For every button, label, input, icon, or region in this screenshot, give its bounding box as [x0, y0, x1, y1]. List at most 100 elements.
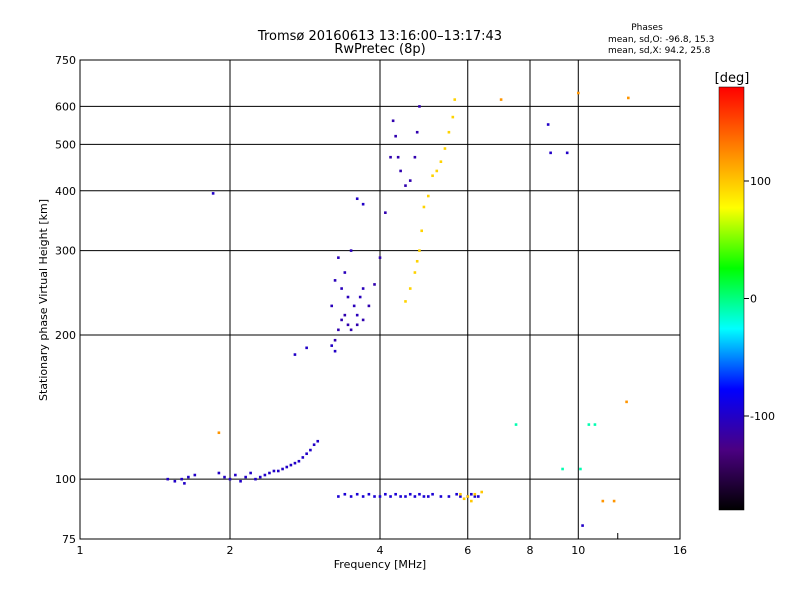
data-point [462, 497, 466, 501]
x-tick-label: 1 [77, 544, 84, 557]
data-point [343, 313, 347, 317]
data-point [361, 287, 365, 290]
data-point [337, 495, 340, 498]
data-point [258, 475, 262, 479]
x-tick-label: 16 [673, 544, 687, 557]
data-point [361, 318, 365, 322]
y-tick-label: 400 [55, 185, 76, 198]
data-point [384, 211, 387, 214]
data-point [330, 304, 334, 308]
data-point [234, 473, 237, 477]
data-point [399, 169, 402, 173]
data-point [480, 490, 484, 494]
data-point [361, 202, 365, 206]
colorbar-tick-label: -100 [750, 410, 775, 423]
data-point [439, 160, 443, 163]
data-point [561, 467, 564, 471]
data-point [466, 495, 470, 498]
data-point [408, 492, 412, 496]
y-tick-label: 75 [62, 533, 76, 546]
data-point [293, 461, 297, 465]
data-point [378, 256, 382, 259]
data-point [268, 471, 271, 475]
data-point [254, 477, 257, 481]
data-point [293, 353, 297, 356]
colorbar [718, 86, 745, 511]
data-point [228, 477, 232, 481]
x-tick-label: 10 [571, 544, 585, 557]
x-axis-label: Frequency [MHz] [334, 558, 426, 571]
y-tick-label: 100 [55, 473, 76, 486]
data-point [394, 134, 397, 138]
data-point [358, 295, 362, 299]
data-point [459, 495, 462, 498]
data-point [378, 495, 382, 498]
data-points [166, 91, 630, 527]
data-point [514, 423, 518, 426]
data-point [404, 184, 407, 187]
data-point [297, 459, 301, 463]
data-point [404, 495, 407, 498]
data-point [470, 499, 473, 503]
x-tick-label: 6 [464, 544, 471, 557]
data-point [340, 318, 343, 322]
data-point [473, 495, 477, 498]
data-point [581, 524, 584, 527]
data-point [413, 155, 417, 159]
data-point [166, 477, 170, 481]
data-point [285, 465, 289, 469]
data-point [355, 323, 359, 327]
data-point [263, 473, 267, 477]
colorbar-tick-label: 0 [750, 293, 757, 306]
data-point [346, 295, 350, 299]
data-point [333, 338, 337, 342]
data-point [223, 475, 226, 479]
data-point [312, 443, 316, 447]
data-point [309, 448, 312, 452]
data-point [305, 346, 308, 350]
data-point [579, 467, 582, 471]
data-point [373, 495, 376, 498]
data-point [587, 423, 591, 426]
data-point [418, 492, 421, 496]
y-tick-label: 500 [55, 138, 76, 151]
data-point [337, 328, 340, 332]
data-point [396, 155, 400, 159]
data-point [453, 98, 457, 101]
data-point [272, 469, 276, 473]
data-point [217, 431, 221, 435]
data-point [470, 492, 473, 496]
data-point [546, 123, 550, 126]
data-point [217, 471, 221, 475]
data-point [333, 279, 337, 282]
data-point [211, 192, 215, 195]
data-point [413, 495, 417, 498]
data-point [565, 151, 569, 155]
y-tick-label: 200 [55, 329, 76, 342]
tick-labels: 1 2 4 6 8 10 16 75 100 200 300 400 500 600 750 [55, 54, 687, 557]
data-point [426, 495, 430, 498]
colorbar-label: [deg] [715, 71, 750, 86]
data-point [404, 300, 407, 303]
data-point [249, 471, 252, 475]
data-point [593, 423, 597, 426]
data-point [349, 249, 353, 252]
data-point [399, 495, 402, 498]
data-point [391, 119, 395, 123]
data-point [394, 492, 397, 496]
data-point [361, 495, 365, 498]
data-point [276, 469, 280, 473]
data-point [413, 271, 417, 274]
data-point [576, 91, 580, 95]
data-point [183, 482, 186, 485]
chart-subtitle: RwPretec (8p) [334, 42, 425, 57]
data-point [451, 115, 455, 119]
data-point [352, 304, 356, 308]
data-point [340, 287, 343, 290]
x-tick-label: 2 [227, 544, 234, 557]
data-point [349, 495, 353, 498]
data-point [612, 499, 616, 503]
grid-lines [80, 60, 680, 539]
data-point [447, 495, 451, 498]
